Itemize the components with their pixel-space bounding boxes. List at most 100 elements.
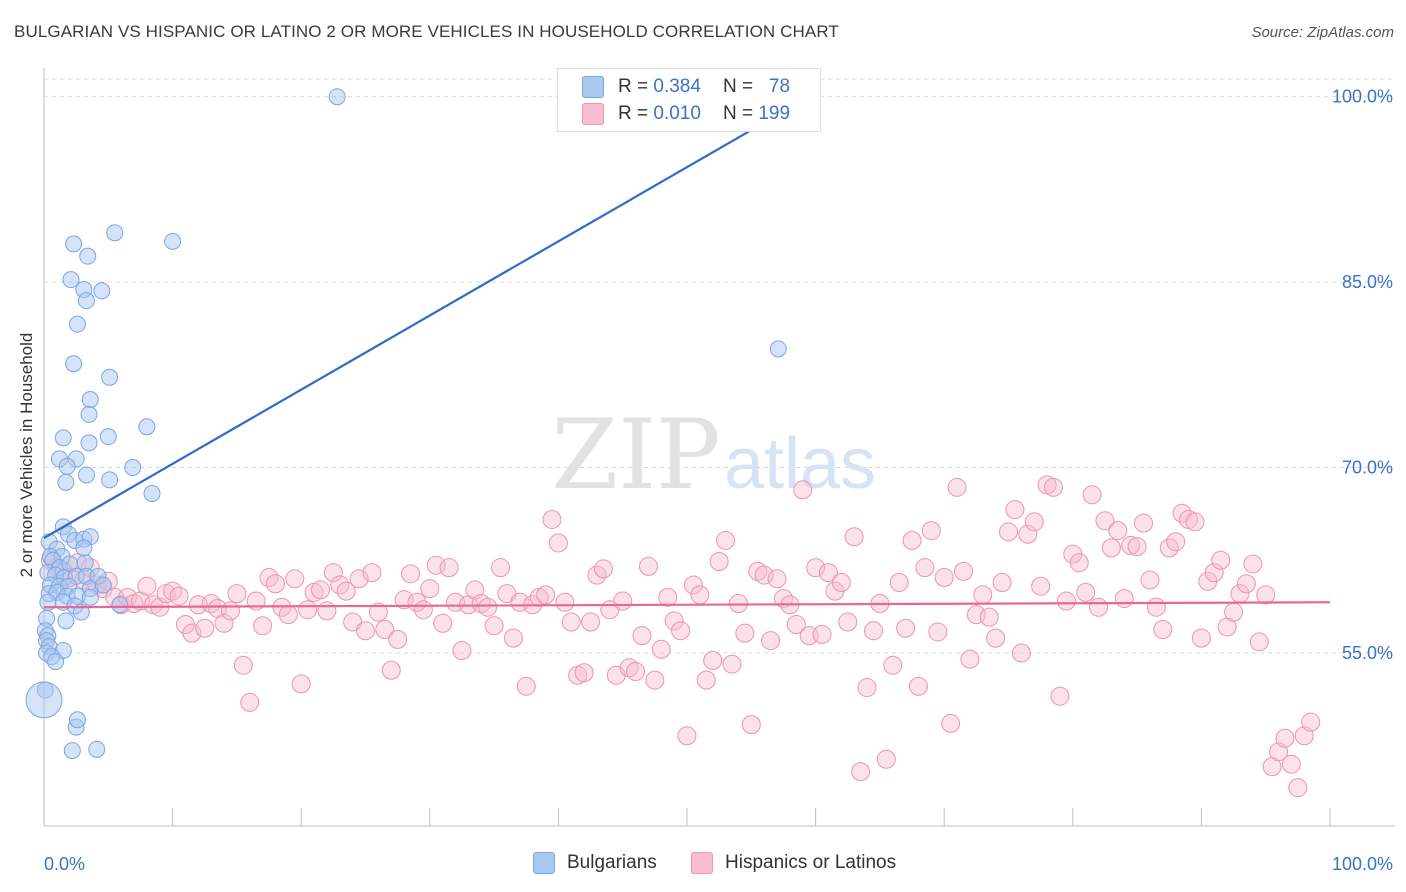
data-point-hispanics: [960, 649, 980, 669]
data-point-hispanics: [323, 563, 343, 583]
y-tick-label: 55.0%: [1342, 643, 1393, 663]
data-point-hispanics: [902, 530, 922, 550]
data-point-hispanics: [709, 551, 729, 571]
legend-label-bulgarians: Bulgarians: [567, 852, 657, 873]
data-point-hispanics: [420, 579, 440, 599]
data-point-hispanics: [1031, 576, 1051, 596]
data-point-hispanics: [896, 618, 916, 638]
data-point-hispanics: [754, 565, 774, 585]
data-point-hispanics: [413, 600, 433, 620]
data-point-hispanics: [253, 616, 273, 636]
legend-swatch-bulgarians: [533, 852, 555, 874]
data-point-hispanics: [613, 591, 633, 611]
data-point-hispanics: [851, 762, 871, 782]
watermark: ZIP atlas: [551, 399, 876, 511]
stats-swatch-hispanics: [582, 103, 604, 125]
data-point-hispanics: [921, 521, 941, 541]
data-point-hispanics: [889, 572, 909, 592]
data-point-hispanics: [844, 527, 864, 547]
data-point-hispanics: [491, 558, 511, 578]
data-point-hispanics: [227, 584, 247, 604]
y-tick-label: 70.0%: [1342, 458, 1393, 478]
data-point-hispanics: [1301, 712, 1321, 732]
data-point-hispanics: [182, 623, 202, 643]
x-tick-label: 0.0%: [44, 854, 85, 874]
data-point-hispanics: [1082, 485, 1102, 505]
data-point-bulgarians: [57, 473, 75, 491]
data-point-hispanics: [793, 480, 813, 500]
data-point-bulgarians: [65, 355, 83, 373]
data-point-hispanics: [555, 592, 575, 612]
data-point-bulgarians: [143, 484, 161, 502]
data-point-hispanics: [548, 533, 568, 553]
data-point-bulgarians: [54, 429, 72, 447]
data-point-hispanics: [748, 561, 768, 581]
data-point-hispanics: [452, 640, 472, 660]
tick-labels: 55.0% 70.0% 85.0% 100.0% 0.0% 100.0%: [44, 87, 1393, 874]
data-point-hispanics: [1101, 538, 1121, 558]
data-point-hispanics: [703, 650, 723, 670]
bottom-legend: Bulgarians Hispanics or Latinos: [0, 852, 1406, 878]
data-point-hispanics: [818, 563, 838, 583]
data-point-hispanics: [671, 621, 691, 641]
data-point-hispanics: [381, 660, 401, 680]
data-point-hispanics: [934, 568, 954, 588]
data-point-hispanics: [356, 621, 375, 641]
data-point-hispanics: [1281, 754, 1301, 774]
data-point-hispanics: [484, 616, 504, 636]
data-point-hispanics: [503, 628, 523, 648]
data-point-hispanics: [831, 572, 851, 592]
y-tick-label: 85.0%: [1342, 272, 1393, 292]
data-point-hispanics: [240, 692, 260, 712]
data-point-hispanics: [928, 622, 948, 642]
data-point-bulgarians: [63, 742, 81, 760]
data-point-hispanics: [806, 558, 826, 578]
data-point-hispanics: [876, 749, 896, 769]
data-point-hispanics: [947, 477, 967, 497]
data-point-hispanics: [696, 670, 716, 690]
data-point-hispanics: [953, 561, 973, 581]
data-point-hispanics: [1044, 477, 1064, 497]
data-point-hispanics: [1153, 619, 1173, 639]
data-point-hispanics: [220, 601, 240, 621]
data-point-hispanics: [979, 607, 999, 627]
legend-item-hispanics[interactable]: Hispanics or Latinos: [691, 852, 896, 874]
data-point-bulgarians: [68, 315, 86, 333]
data-point-hispanics: [690, 585, 710, 605]
data-point-hispanics: [516, 676, 536, 696]
data-point-hispanics: [812, 624, 832, 644]
data-point-hispanics: [1121, 535, 1141, 555]
data-point-bulgarians: [80, 434, 98, 452]
data-point-bulgarians: [124, 459, 142, 477]
data-point-hispanics: [1076, 582, 1096, 602]
data-point-bulgarians: [25, 681, 63, 719]
data-point-hispanics: [233, 655, 253, 675]
data-point-hispanics: [1224, 602, 1244, 622]
data-point-bulgarians: [328, 88, 346, 106]
legend-item-bulgarians[interactable]: Bulgarians: [533, 852, 657, 874]
data-point-hispanics: [857, 678, 877, 698]
data-point-hispanics: [1005, 500, 1025, 520]
data-point-hispanics: [169, 586, 189, 606]
data-point-hispanics: [1069, 553, 1089, 573]
data-point-hispanics: [593, 559, 613, 579]
data-point-bulgarians: [57, 612, 75, 630]
data-point-bulgarians: [47, 653, 65, 671]
data-point-bulgarians: [94, 576, 112, 594]
data-point-hispanics: [401, 564, 421, 584]
data-point-hispanics: [716, 530, 736, 550]
data-point-bulgarians: [77, 292, 95, 310]
data-point-bulgarians: [769, 340, 787, 358]
data-point-hispanics: [1211, 550, 1231, 570]
data-point-hispanics: [375, 619, 395, 639]
data-points: [25, 88, 1321, 798]
data-point-hispanics: [645, 670, 665, 690]
data-point-hispanics: [581, 612, 601, 632]
trend-lines: [43, 92, 1331, 609]
data-point-hispanics: [265, 574, 285, 594]
data-point-bulgarians: [138, 418, 156, 436]
data-point-hispanics: [278, 605, 298, 625]
data-point-bulgarians: [111, 596, 129, 614]
data-point-bulgarians: [101, 471, 119, 489]
data-point-bulgarians: [79, 247, 97, 265]
